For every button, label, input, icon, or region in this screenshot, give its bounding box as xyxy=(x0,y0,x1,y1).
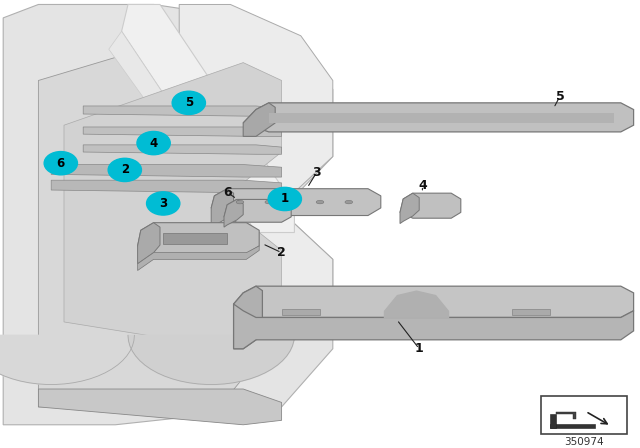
Ellipse shape xyxy=(345,200,353,204)
Text: 1: 1 xyxy=(281,193,289,206)
Polygon shape xyxy=(51,164,282,177)
Text: 6: 6 xyxy=(57,157,65,170)
Circle shape xyxy=(108,158,141,181)
Circle shape xyxy=(268,187,301,211)
Text: 2: 2 xyxy=(277,246,286,259)
Text: 350974: 350974 xyxy=(564,437,604,447)
Polygon shape xyxy=(556,412,576,418)
Ellipse shape xyxy=(265,200,273,204)
Ellipse shape xyxy=(236,200,244,204)
Polygon shape xyxy=(128,336,294,384)
Text: 4: 4 xyxy=(150,137,157,150)
Text: 1: 1 xyxy=(415,342,424,355)
Polygon shape xyxy=(3,4,333,425)
Bar xyxy=(550,414,556,428)
Polygon shape xyxy=(138,246,259,271)
Polygon shape xyxy=(83,145,282,154)
Text: 3: 3 xyxy=(312,166,321,179)
Polygon shape xyxy=(179,4,333,358)
Polygon shape xyxy=(224,199,291,222)
Polygon shape xyxy=(211,189,381,215)
Bar xyxy=(541,396,627,434)
Polygon shape xyxy=(38,389,282,425)
Polygon shape xyxy=(243,103,275,136)
Circle shape xyxy=(137,131,170,155)
Polygon shape xyxy=(138,223,259,254)
Bar xyxy=(550,424,595,428)
Polygon shape xyxy=(224,199,243,227)
Polygon shape xyxy=(243,103,634,132)
Polygon shape xyxy=(83,127,282,136)
Text: 5: 5 xyxy=(556,90,564,103)
Bar xyxy=(163,233,227,244)
Ellipse shape xyxy=(291,200,298,204)
Text: 4: 4 xyxy=(418,179,427,192)
Text: 6: 6 xyxy=(223,186,232,199)
Polygon shape xyxy=(109,31,256,255)
Polygon shape xyxy=(234,304,634,349)
Polygon shape xyxy=(211,189,234,226)
Circle shape xyxy=(44,151,77,175)
Text: 2: 2 xyxy=(121,164,129,177)
Polygon shape xyxy=(122,4,294,233)
Polygon shape xyxy=(64,63,282,349)
Text: 3: 3 xyxy=(159,197,167,210)
Polygon shape xyxy=(400,193,461,218)
Circle shape xyxy=(172,91,205,115)
Polygon shape xyxy=(83,106,282,116)
Bar xyxy=(512,309,550,315)
Polygon shape xyxy=(138,223,160,264)
Polygon shape xyxy=(38,54,282,407)
Polygon shape xyxy=(234,286,634,318)
Polygon shape xyxy=(51,180,282,193)
Bar xyxy=(282,309,320,315)
Circle shape xyxy=(147,192,180,215)
Polygon shape xyxy=(400,193,419,224)
Text: 5: 5 xyxy=(185,96,193,109)
Polygon shape xyxy=(269,113,614,123)
Ellipse shape xyxy=(316,200,324,204)
Polygon shape xyxy=(0,336,134,384)
Polygon shape xyxy=(234,286,262,349)
